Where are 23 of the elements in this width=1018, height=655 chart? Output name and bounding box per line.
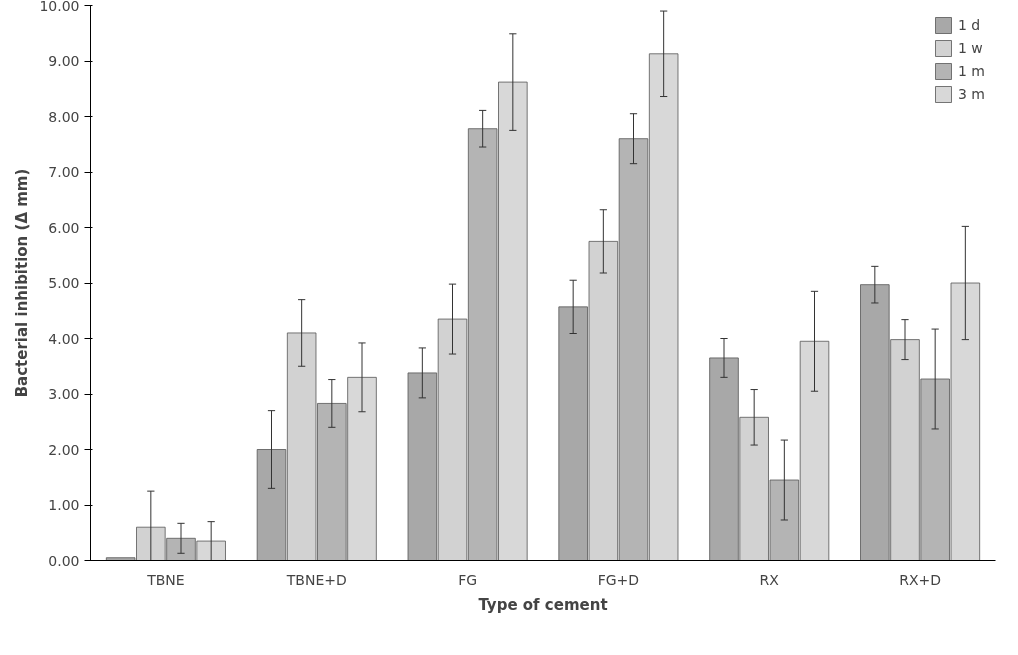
y-tick-label: 0.00 xyxy=(48,552,80,569)
x-tick-label: RX xyxy=(759,571,780,588)
y-tick-label: 3.00 xyxy=(48,386,80,402)
x-tick-label: TBNE+D xyxy=(285,571,347,588)
y-tick-label: 6.00 xyxy=(48,219,80,236)
x-tick-label: TBNE xyxy=(146,571,185,588)
y-axis-title: Bacterial inhibition (Δ mm) xyxy=(13,168,32,398)
y-tick-label: 1.00 xyxy=(48,497,80,513)
y-tick-label: 2.00 xyxy=(48,441,80,458)
y-tick-label: 10.00 xyxy=(39,0,80,14)
x-axis-title: Type of cement xyxy=(478,595,608,614)
y-tick-label: 8.00 xyxy=(48,108,80,125)
legend-label: 1 w xyxy=(958,40,983,56)
legend-label: 1 d xyxy=(958,17,981,33)
y-tick-label: 4.00 xyxy=(48,330,80,347)
x-tick-label: FG+D xyxy=(597,571,640,588)
legend-label: 3 m xyxy=(958,86,985,102)
x-tick-label: FG xyxy=(458,571,478,588)
y-tick-label: 5.00 xyxy=(48,275,80,291)
y-tick-label: 7.00 xyxy=(48,164,80,180)
y-tick-label: 9.00 xyxy=(48,53,80,69)
x-tick-label: RX+D xyxy=(899,571,942,588)
legend-label: 1 m xyxy=(958,63,985,79)
